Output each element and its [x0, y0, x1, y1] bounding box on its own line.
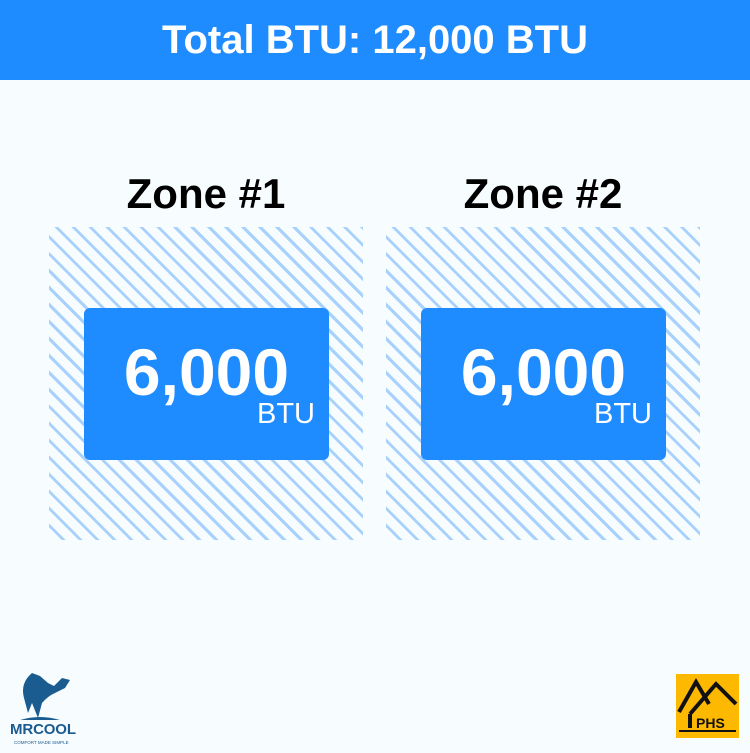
- zone-2-btu-card: 6,000 BTU: [421, 308, 666, 460]
- svg-text:COMFORT MADE SIMPLE: COMFORT MADE SIMPLE: [14, 740, 69, 745]
- svg-text:PHS: PHS: [696, 715, 725, 731]
- zone-2-btu-value: 6,000: [460, 335, 627, 409]
- phs-logo: PHS: [676, 674, 739, 738]
- mrcool-logo: MRCOOL COMFORT MADE SIMPLE: [10, 668, 80, 753]
- total-btu-title: Total BTU: 12,000 BTU: [162, 17, 588, 62]
- zone-2-panel: 6,000 BTU: [386, 227, 700, 540]
- zone-2-btu-unit: BTU: [594, 398, 652, 430]
- zone-1-btu-unit: BTU: [257, 398, 315, 430]
- zone-1-panel: 6,000 BTU: [49, 227, 363, 540]
- zone-1-btu-card: 6,000 BTU: [84, 308, 329, 460]
- zone-1-title: Zone #1: [126, 170, 286, 217]
- total-btu-header: Total BTU: 12,000 BTU: [0, 0, 750, 80]
- zone-2-title: Zone #2: [463, 170, 623, 217]
- zone-1-btu-value: 6,000: [123, 335, 290, 409]
- svg-text:MRCOOL: MRCOOL: [10, 721, 76, 738]
